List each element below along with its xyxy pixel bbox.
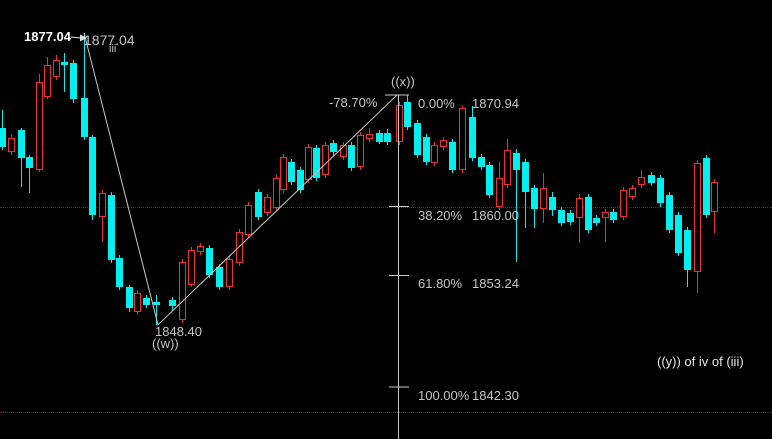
fib-level-percent-label: 38.20% [418, 208, 463, 223]
dotted-level-line[interactable] [0, 206, 772, 208]
wave-x-label: ((x)) [391, 74, 415, 89]
price-alert-label[interactable]: 1877.04 [24, 29, 71, 44]
fib-level-percent-label: 0.00% [418, 96, 455, 111]
retracement-percent-label: -78.70% [329, 95, 378, 110]
fib-level-price-label: 1860.00 [472, 208, 519, 223]
wave-w-price-label: 1848.40 [155, 324, 202, 339]
dotted-level-line[interactable] [0, 412, 772, 413]
wave-peak-price-label: 1877.04 [84, 32, 135, 48]
zigzag-trend-line[interactable] [83, 32, 398, 326]
fib-level-percent-label: 61.80% [418, 276, 463, 291]
wave-iii-label: iii [109, 43, 117, 55]
fib-level-price-label: 1853.24 [472, 276, 519, 291]
fib-level-price-label: 1870.94 [472, 96, 519, 111]
wave-context-label: ((y)) of iv of (iii) [657, 354, 744, 369]
fib-level-percent-label: 100.00% [418, 388, 470, 403]
wave-w-label: ((w)) [152, 336, 179, 351]
fib-level-price-label: 1842.30 [472, 388, 519, 403]
